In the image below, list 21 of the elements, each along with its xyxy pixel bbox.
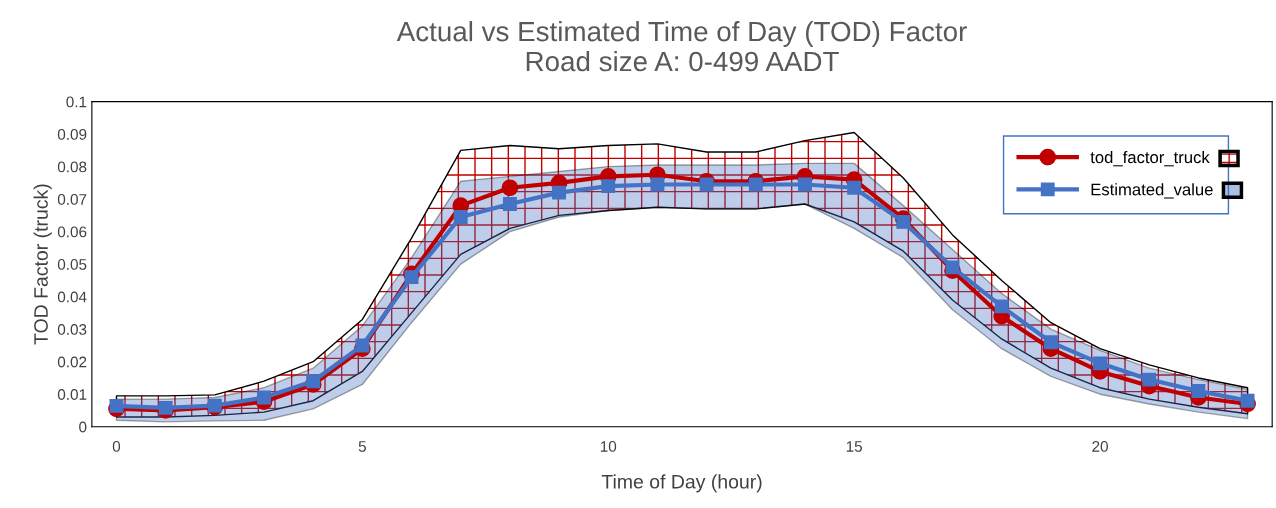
y-tick-label: 0.1 — [66, 96, 87, 108]
y-tick-label: 0.08 — [57, 161, 87, 173]
x-tick-label: 15 — [846, 441, 863, 452]
x-axis-title: Time of Day (hour) — [601, 474, 762, 493]
y-axis-title: TOD Factor (truck) — [33, 184, 52, 345]
x-tick-label: 5 — [358, 441, 366, 452]
y-tick-label: 0.09 — [57, 128, 87, 140]
y-tick-label: 0.03 — [57, 324, 87, 335]
legend-label: tod_factor_truck — [1090, 150, 1210, 167]
x-tick-label: 0 — [112, 441, 121, 452]
y-tick-label: 0.01 — [57, 389, 87, 400]
chart-title: Actual vs Estimated Time of Day (TOD) Factor Road size A: 0-499 AADT — [396, 20, 967, 72]
y-tick-label: 0.04 — [57, 291, 87, 303]
y-tick-label: 0 — [79, 421, 87, 433]
y-tick-label: 0.06 — [57, 226, 87, 238]
x-tick-label: 10 — [600, 441, 617, 452]
y-tick-label: 0.07 — [57, 194, 87, 205]
x-tick-label: 20 — [1092, 441, 1108, 452]
legend-label: Estimated_value — [1091, 183, 1213, 199]
y-tick-label: 0.02 — [57, 356, 87, 368]
y-tick-label: 0.05 — [57, 259, 87, 270]
